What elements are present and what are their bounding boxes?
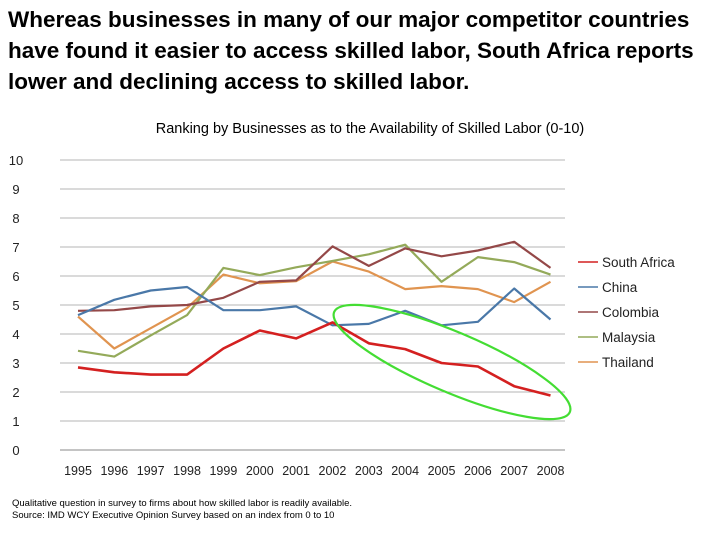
x-tick-label: 1997 [137,464,165,478]
x-tick-label: 2008 [537,464,565,478]
legend: South Africa China Colombia Malaysia Thailan… [578,255,675,370]
y-tick-label: 8 [12,211,19,226]
y-tick-label: 0 [12,443,19,458]
line-chart: 0 1 2 3 4 5 6 7 8 9 10 1995 1996 1997 1998 1999 2000 200… [9,153,676,478]
series-line-china [77,285,552,327]
footnote-line-2: Source: IMD WCY Executive Opinion Survey… [12,510,335,521]
x-tick-label: 2005 [428,464,456,478]
legend-label: Thailand [602,355,654,370]
series-line-malaysia [77,243,551,358]
y-tick-label: 5 [12,298,19,313]
footnote-line-1: Qualitative question in survey to firms … [12,498,353,509]
legend-label: Malaysia [602,330,656,345]
x-tick-label: 1999 [209,464,237,478]
y-tick-label: 10 [9,153,23,168]
x-tick-label: 2000 [246,464,274,478]
y-tick-label: 7 [12,240,19,255]
y-tick-label: 1 [12,414,19,429]
y-tick-label: 6 [12,269,19,284]
y-axis-ticks: 0 1 2 3 4 5 6 7 8 9 10 [9,153,23,458]
y-tick-label: 4 [12,327,19,342]
series-line-thailand [77,260,552,350]
gridlines [60,159,565,451]
x-tick-label: 2001 [282,464,310,478]
legend-label: China [602,280,638,295]
series-line-south-africa [77,321,551,397]
x-tick-label: 2004 [391,464,419,478]
chart-title: Ranking by Businesses as to the Availabi… [155,121,585,137]
x-axis-ticks: 1995 1996 1997 1998 1999 2000 2001 2002 2003 2004… [64,464,564,478]
series-lines [77,240,552,397]
legend-label: Colombia [602,305,660,320]
highlight-ellipse [332,303,572,421]
x-tick-label: 1998 [173,464,201,478]
x-tick-label: 1996 [100,464,128,478]
series-line-colombia [77,240,552,312]
x-tick-label: 2006 [464,464,492,478]
y-tick-label: 9 [12,182,19,197]
headline: Whereas businesses in many of our major … [8,7,694,94]
footnote: Qualitative question in survey to firms … [12,498,352,522]
x-tick-label: 1995 [64,464,92,478]
x-tick-label: 2002 [319,464,347,478]
x-tick-label: 2007 [500,464,528,478]
x-tick-label: 2003 [355,464,383,478]
y-tick-label: 2 [12,385,19,400]
legend-label: South Africa [602,255,675,270]
y-tick-label: 3 [12,356,19,371]
